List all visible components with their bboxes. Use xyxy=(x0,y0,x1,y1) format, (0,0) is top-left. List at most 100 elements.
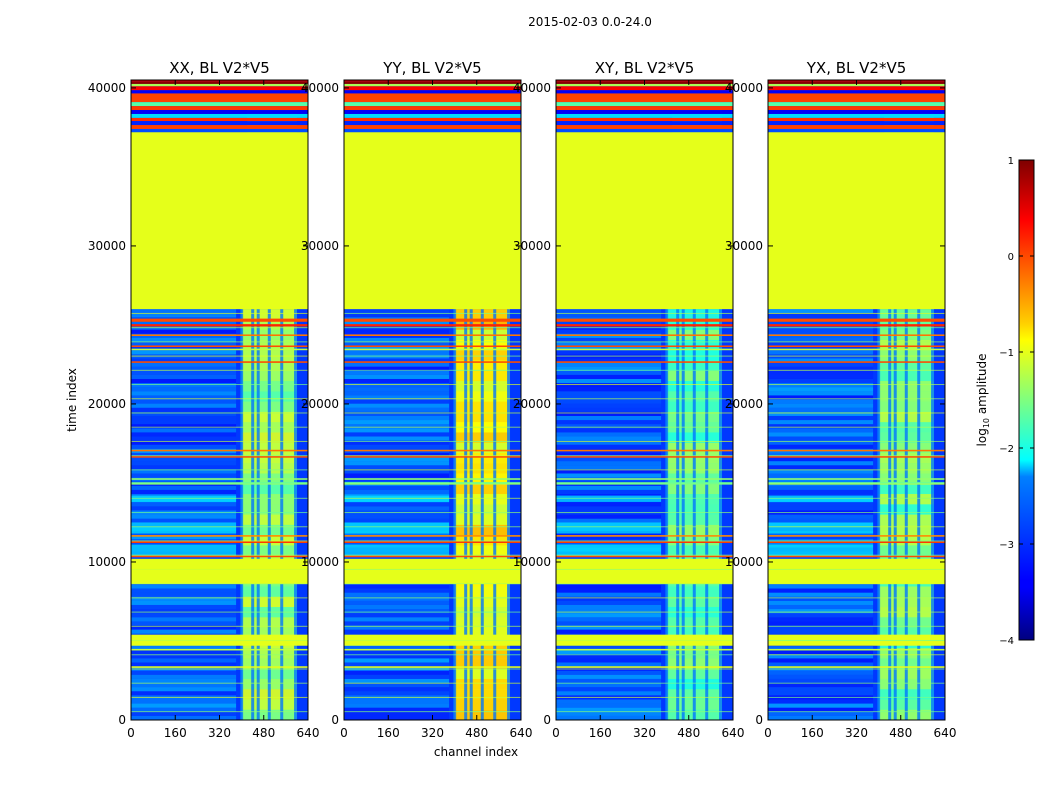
time-line xyxy=(556,668,733,670)
noise-row xyxy=(556,411,662,416)
time-line xyxy=(344,526,521,528)
noise-row xyxy=(131,383,237,388)
time-band xyxy=(768,535,945,537)
time-line xyxy=(556,412,733,414)
noise-row xyxy=(131,457,237,462)
time-line xyxy=(344,426,521,428)
time-band xyxy=(344,449,521,452)
noise-row xyxy=(556,715,662,720)
noise-row xyxy=(344,654,450,659)
time-line xyxy=(131,597,308,599)
noise-row xyxy=(556,670,662,675)
x-tick-label: 480 xyxy=(465,726,488,740)
noise-row xyxy=(768,584,874,589)
heatmap-yx xyxy=(768,80,945,720)
time-band xyxy=(556,541,733,544)
noise-row xyxy=(131,600,237,605)
y-tick-label: 40000 xyxy=(725,81,763,95)
time-line xyxy=(344,568,521,570)
noise-patch xyxy=(768,544,874,558)
time-band xyxy=(344,361,521,363)
noise-row xyxy=(344,650,450,655)
time-line xyxy=(131,682,308,684)
noise-row xyxy=(768,424,874,429)
time-band xyxy=(344,113,521,118)
time-line xyxy=(131,369,308,371)
y-tick-label: 20000 xyxy=(513,397,551,411)
time-line xyxy=(556,426,733,428)
time-line xyxy=(344,312,521,314)
noise-row xyxy=(344,584,450,589)
y-tick-label: 10000 xyxy=(513,555,551,569)
time-line xyxy=(131,483,308,485)
noise-row xyxy=(344,703,450,708)
time-band xyxy=(344,93,521,103)
time-line xyxy=(556,625,733,627)
x-tick-label: 160 xyxy=(589,726,612,740)
time-line xyxy=(768,341,945,343)
noise-row xyxy=(556,444,662,449)
time-line xyxy=(131,455,308,457)
time-band xyxy=(131,449,308,452)
noise-row xyxy=(131,707,237,712)
noise-row xyxy=(556,452,662,458)
time-band xyxy=(344,541,521,544)
heatmap-yy xyxy=(344,80,521,720)
time-band xyxy=(131,90,308,94)
time-band xyxy=(768,541,945,544)
noise-row xyxy=(556,678,662,684)
colorbar-tick-label: −2 xyxy=(999,444,1014,455)
noise-row xyxy=(556,440,662,445)
time-line xyxy=(344,440,521,442)
time-band xyxy=(768,648,945,651)
noise-row xyxy=(768,399,874,404)
time-band xyxy=(556,324,733,327)
noise-row xyxy=(768,703,874,708)
time-line xyxy=(768,682,945,684)
time-line xyxy=(344,327,521,329)
colorbar-label-subscript: 10 xyxy=(982,418,991,428)
noise-row xyxy=(556,703,662,708)
x-tick-label: 480 xyxy=(677,726,700,740)
noise-row xyxy=(131,691,237,696)
noise-row xyxy=(768,489,874,495)
panel-title-xy: XY, BL V2*V5 xyxy=(595,59,695,77)
noise-row xyxy=(344,407,450,412)
time-band xyxy=(556,86,733,91)
time-band xyxy=(131,102,308,107)
time-line xyxy=(344,682,521,684)
time-line xyxy=(556,440,733,442)
time-band xyxy=(556,128,733,133)
noise-row xyxy=(344,514,450,519)
noise-row xyxy=(768,432,874,437)
noise-row xyxy=(768,683,874,688)
time-band xyxy=(768,478,945,480)
noise-row xyxy=(344,346,450,351)
noise-row xyxy=(768,646,874,651)
panel-title-yy: YY, BL V2*V5 xyxy=(382,59,481,77)
time-band xyxy=(344,102,521,107)
time-band xyxy=(344,535,521,537)
time-line xyxy=(131,711,308,713)
time-band xyxy=(768,83,945,87)
time-line xyxy=(556,455,733,457)
time-line xyxy=(556,711,733,713)
time-line xyxy=(556,554,733,556)
noise-row xyxy=(344,485,450,490)
noise-patch xyxy=(768,522,874,534)
y-tick-label: 20000 xyxy=(725,397,763,411)
time-line xyxy=(344,668,521,670)
time-line xyxy=(556,540,733,542)
time-line xyxy=(768,696,945,698)
noise-row xyxy=(344,600,450,605)
rfi-channel-line xyxy=(280,309,284,720)
noise-row xyxy=(556,391,662,396)
time-line xyxy=(556,384,733,386)
noise-row xyxy=(556,584,662,589)
time-band xyxy=(556,121,733,126)
time-line xyxy=(344,483,521,485)
noise-row xyxy=(768,625,874,630)
x-tick-label: 0 xyxy=(340,726,348,740)
rfi-channel-line xyxy=(507,309,511,720)
noise-row xyxy=(556,650,662,655)
